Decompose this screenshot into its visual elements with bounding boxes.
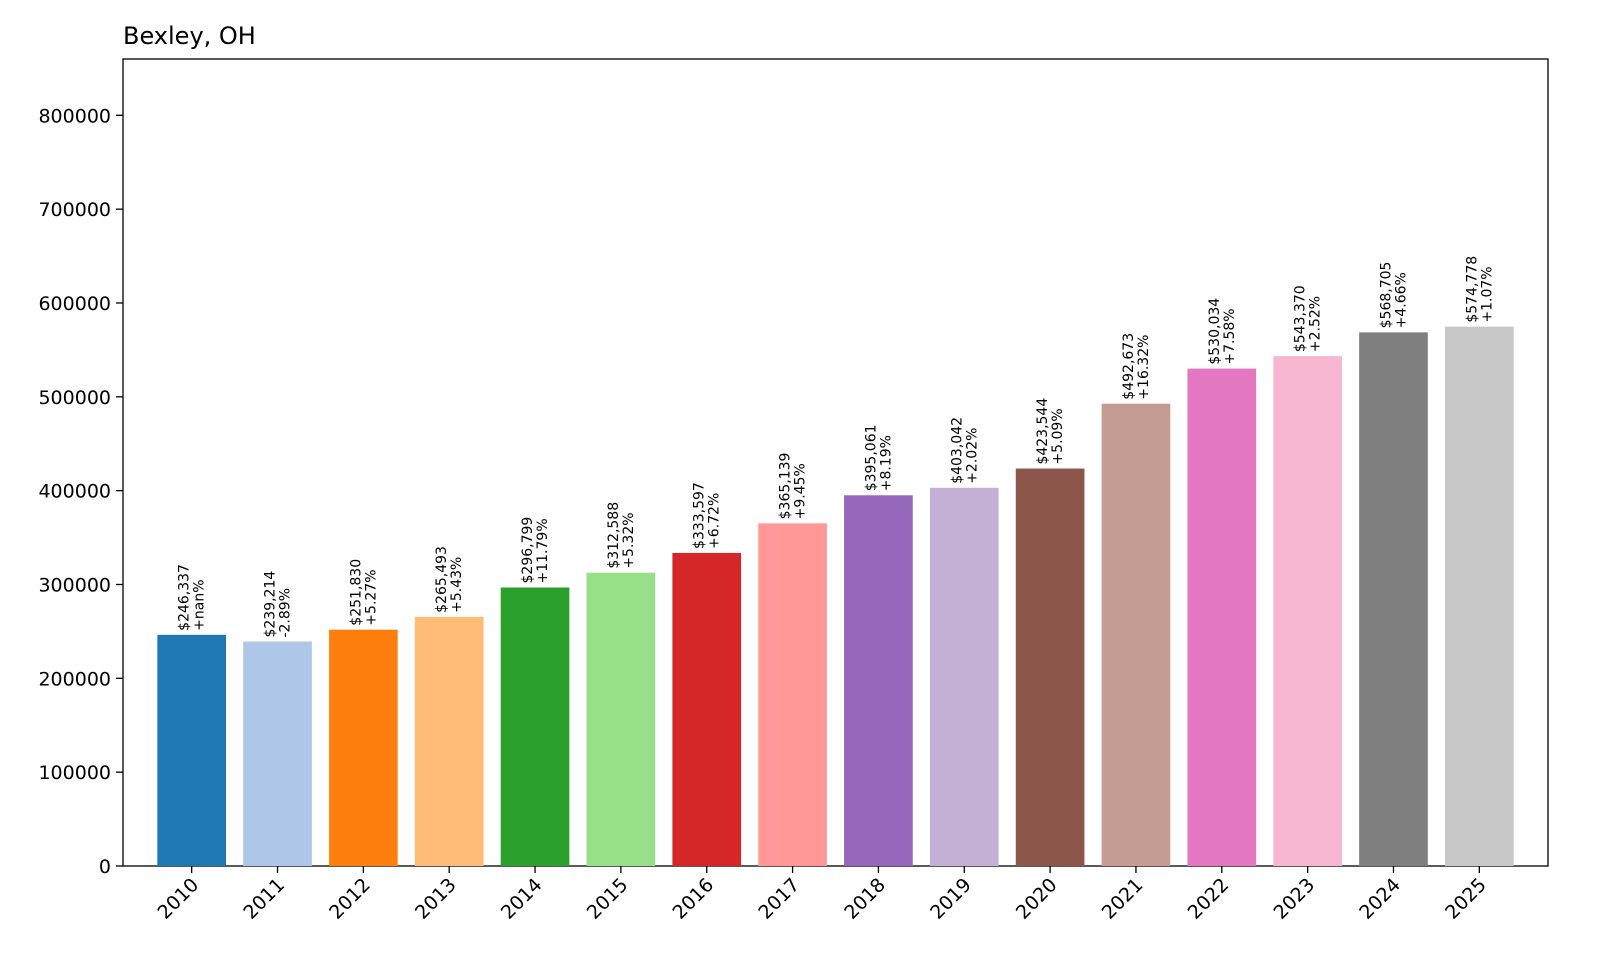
y-tick-label: 600000 (38, 293, 111, 315)
bar-2016 (672, 552, 742, 866)
bar-2011 (243, 641, 312, 866)
bar-value-label: $251,830 (348, 559, 364, 626)
bar-2021 (1101, 403, 1171, 866)
bar-value-label: $239,214 (263, 571, 279, 638)
x-tick-label: 2011 (239, 874, 289, 924)
bar-change-label: +5.43% (449, 557, 465, 613)
bar-value-label: $246,337 (177, 564, 193, 631)
bar-2024 (1359, 332, 1428, 866)
bar-value-label: $568,705 (1378, 262, 1394, 329)
bar-2023 (1273, 356, 1342, 866)
bar-value-label: $403,042 (949, 417, 965, 484)
x-tick-label: 2025 (1441, 874, 1491, 924)
bar-change-label: +5.27% (363, 569, 379, 625)
bar-value-label: $395,061 (863, 424, 879, 491)
x-tick-label: 2023 (1269, 874, 1319, 924)
x-tick-label: 2010 (153, 874, 203, 924)
bar-value-label: $530,034 (1207, 298, 1223, 365)
bar-change-label: +16.32% (1136, 335, 1152, 400)
bar-2022 (1187, 368, 1257, 866)
bar-change-label: +9.45% (793, 463, 809, 519)
bar-2012 (329, 629, 398, 866)
x-tick-label: 2021 (1098, 874, 1148, 924)
y-tick-label: 800000 (38, 105, 111, 127)
y-axis: 0 100000 200000 300000 400000 500000 600000 700… (38, 105, 123, 878)
bar-value-label: $333,597 (692, 482, 708, 549)
x-tick-label: 2024 (1355, 874, 1405, 924)
bar-change-label: +6.72% (707, 493, 723, 549)
y-tick-label: 700000 (38, 199, 111, 221)
bar-change-label: +11.79% (535, 518, 551, 583)
bar-change-label: -2.89% (278, 588, 294, 638)
bar-2025 (1444, 326, 1514, 866)
y-tick-label: 0 (99, 856, 111, 878)
bar-value-label: $574,778 (1464, 256, 1480, 323)
bar-value-label: $312,588 (606, 502, 622, 569)
y-tick-label: 400000 (38, 481, 111, 503)
x-tick-label: 2012 (325, 874, 375, 924)
bar-change-label: +2.02% (964, 428, 980, 484)
bar-value-label: $543,370 (1293, 285, 1309, 352)
x-tick-label: 2018 (840, 874, 890, 924)
x-tick-label: 2017 (754, 874, 804, 924)
bar-change-label: +5.09% (1050, 408, 1066, 464)
x-tick-label: 2013 (411, 874, 461, 924)
x-tick-label: 2015 (583, 874, 633, 924)
chart-title: Bexley, OH (123, 22, 256, 50)
x-tick-label: 2016 (669, 874, 719, 924)
x-axis: 2010 2011 2012 2013 2014 2015 2016 2017 2018 2019… (153, 866, 1491, 924)
bar-change-label: +nan% (192, 579, 208, 630)
bar-value-label: $365,139 (778, 453, 794, 520)
plot-frame (122, 58, 1549, 867)
bar-2020 (1015, 468, 1085, 866)
y-tick-label: 200000 (38, 668, 111, 690)
bar-2018 (844, 495, 913, 866)
x-tick-label: 2020 (1012, 874, 1062, 924)
bar-change-label: +8.19% (878, 435, 894, 491)
bar-2019 (929, 487, 999, 866)
bar-2015 (586, 572, 656, 866)
bar-value-label: $492,673 (1121, 333, 1137, 400)
x-tick-label: 2019 (926, 874, 976, 924)
bar-2010 (157, 634, 227, 866)
x-tick-label: 2022 (1184, 874, 1234, 924)
bar-value-label: $265,493 (434, 546, 450, 613)
y-tick-label: 100000 (38, 762, 111, 784)
bars (157, 326, 1514, 866)
bar-value-label: $423,544 (1035, 398, 1051, 465)
x-tick-label: 2014 (497, 874, 547, 924)
bar-change-label: +5.32% (621, 512, 637, 568)
y-tick-label: 300000 (38, 574, 111, 596)
bar-value-label: $296,799 (520, 517, 536, 584)
bar-2013 (414, 616, 484, 866)
bar-2017 (758, 523, 827, 866)
bar-change-label: +7.58% (1222, 308, 1238, 364)
bar-change-label: +4.66% (1393, 272, 1409, 328)
bar-labels: $246,337 +nan% $239,214 -2.89% $251,830 +5.27… (177, 256, 1496, 638)
bar-change-label: +1.07% (1479, 266, 1495, 322)
y-tick-label: 500000 (38, 387, 111, 409)
bar-2014 (500, 587, 570, 866)
bar-change-label: +2.52% (1308, 296, 1324, 352)
